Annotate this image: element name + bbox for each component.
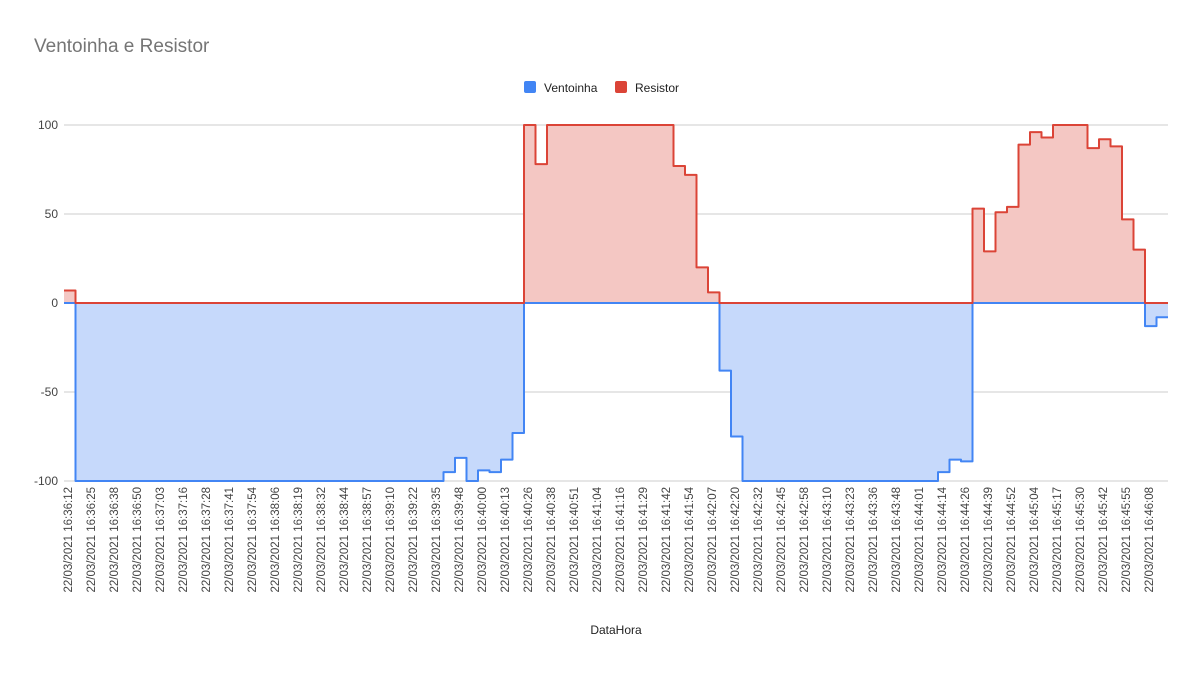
x-tick-label: 22/03/2021 16:45:55 — [1121, 487, 1133, 593]
x-tick-label: 22/03/2021 16:41:42 — [661, 487, 673, 593]
x-tick-label: 22/03/2021 16:39:35 — [431, 487, 443, 593]
x-tick-label: 22/03/2021 16:41:16 — [615, 487, 627, 593]
legend-label-ventoinha: Ventoinha — [544, 81, 598, 95]
x-tick-label: 22/03/2021 16:42:07 — [707, 487, 719, 593]
y-axis-ticks: 100 50 0 -50 -100 — [34, 118, 58, 488]
y-tick-label: 100 — [38, 118, 58, 132]
series-line-ventoinha — [64, 302, 1168, 482]
x-tick-label: 22/03/2021 16:45:30 — [1075, 487, 1087, 593]
x-axis-ticks: 22/03/2021 16:36:12 22/03/2021 16:36:25 22… — [63, 486, 1156, 592]
x-tick-label: 22/03/2021 16:42:32 — [753, 487, 765, 593]
series-area-ventoinha — [64, 303, 1168, 481]
x-tick-label: 22/03/2021 16:40:13 — [500, 487, 512, 593]
x-tick-label: 22/03/2021 16:38:19 — [293, 487, 305, 593]
series-areas — [64, 125, 1168, 481]
y-tick-label: -50 — [41, 385, 59, 399]
x-tick-label: 22/03/2021 16:36:38 — [109, 487, 121, 593]
x-tick-label: 22/03/2021 16:44:26 — [960, 487, 972, 593]
x-tick-label: 22/03/2021 16:37:54 — [247, 486, 259, 592]
x-tick-label: 22/03/2021 16:38:32 — [316, 487, 328, 593]
legend-label-resistor: Resistor — [635, 81, 679, 95]
chart-title: Ventoinha e Resistor — [34, 36, 210, 57]
x-tick-label: 22/03/2021 16:40:38 — [546, 487, 558, 593]
x-tick-label: 22/03/2021 16:37:41 — [224, 487, 236, 593]
x-tick-label: 22/03/2021 16:43:48 — [891, 487, 903, 593]
x-tick-label: 22/03/2021 16:42:58 — [799, 487, 811, 593]
legend-swatch-ventoinha — [524, 81, 536, 93]
x-tick-label: 22/03/2021 16:36:50 — [132, 487, 144, 593]
y-tick-label: -100 — [34, 474, 58, 488]
x-axis-title: DataHora — [590, 623, 642, 637]
x-tick-label: 22/03/2021 16:44:39 — [983, 487, 995, 593]
x-tick-label: 22/03/2021 16:40:51 — [569, 487, 581, 593]
legend-swatch-resistor — [615, 81, 627, 93]
x-tick-label: 22/03/2021 16:44:01 — [914, 487, 926, 593]
x-tick-label: 22/03/2021 16:40:26 — [523, 487, 535, 593]
series-area-resistor — [64, 125, 1168, 303]
x-tick-label: 22/03/2021 16:39:48 — [454, 487, 466, 593]
x-tick-label: 22/03/2021 16:39:22 — [408, 487, 420, 593]
x-tick-label: 22/03/2021 16:43:10 — [822, 487, 834, 593]
x-tick-label: 22/03/2021 16:45:04 — [1029, 486, 1041, 592]
x-tick-label: 22/03/2021 16:38:44 — [339, 486, 351, 592]
y-tick-label: 0 — [51, 296, 58, 310]
x-tick-label: 22/03/2021 16:38:06 — [270, 487, 282, 593]
x-tick-label: 22/03/2021 16:36:25 — [86, 487, 98, 593]
x-tick-label: 22/03/2021 16:39:10 — [385, 487, 397, 593]
x-tick-label: 22/03/2021 16:43:36 — [868, 487, 880, 593]
legend: Ventoinha Resistor — [524, 81, 679, 95]
x-tick-label: 22/03/2021 16:42:20 — [730, 487, 742, 593]
x-tick-label: 22/03/2021 16:45:42 — [1098, 487, 1110, 593]
x-tick-label: 22/03/2021 16:37:16 — [178, 487, 190, 593]
x-tick-label: 22/03/2021 16:42:45 — [776, 487, 788, 593]
x-tick-label: 22/03/2021 16:41:54 — [684, 486, 696, 592]
y-tick-label: 50 — [45, 207, 59, 221]
x-tick-label: 22/03/2021 16:41:29 — [638, 487, 650, 593]
x-tick-label: 22/03/2021 16:38:57 — [362, 487, 374, 593]
series-line-resistor — [64, 124, 1168, 304]
x-tick-label: 22/03/2021 16:46:08 — [1144, 487, 1156, 593]
x-tick-label: 22/03/2021 16:36:12 — [63, 487, 75, 593]
x-tick-label: 22/03/2021 16:40:00 — [477, 487, 489, 593]
series-lines — [64, 124, 1168, 482]
x-tick-label: 22/03/2021 16:37:28 — [201, 487, 213, 593]
x-tick-label: 22/03/2021 16:45:17 — [1052, 487, 1064, 593]
x-tick-label: 22/03/2021 16:43:23 — [845, 487, 857, 593]
x-tick-label: 22/03/2021 16:37:03 — [155, 487, 167, 593]
x-tick-label: 22/03/2021 16:41:04 — [592, 486, 604, 592]
x-tick-label: 22/03/2021 16:44:52 — [1006, 487, 1018, 593]
x-tick-label: 22/03/2021 16:44:14 — [937, 486, 949, 592]
